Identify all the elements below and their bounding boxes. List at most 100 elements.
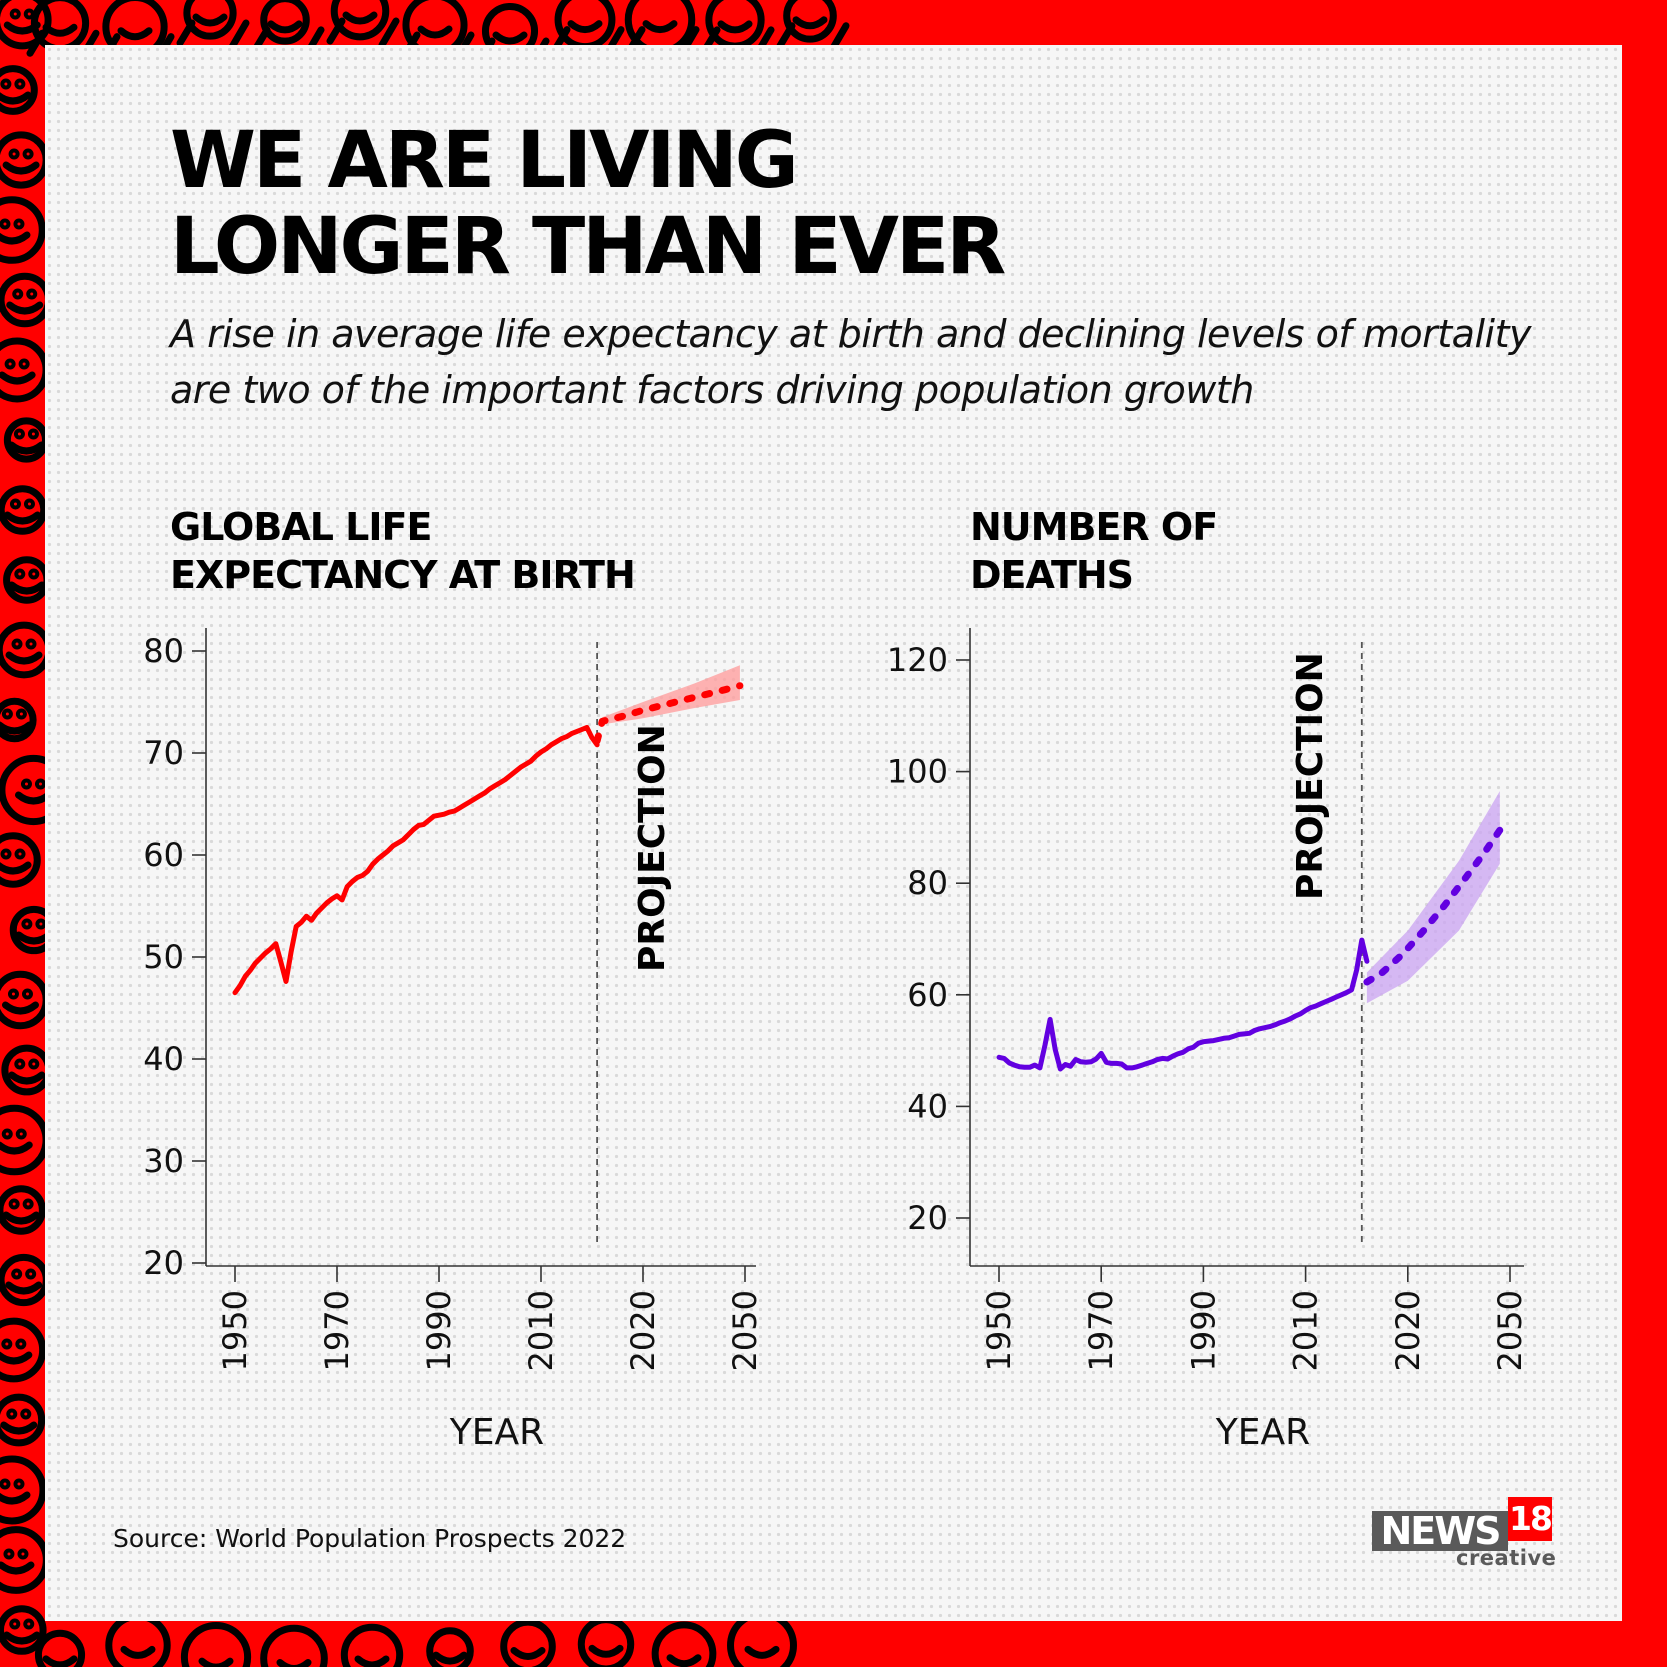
deaths-x-axis-label: YEAR — [1215, 1412, 1310, 1453]
deaths-data-point — [1161, 1056, 1165, 1060]
doodle-face — [0, 65, 38, 115]
life-x-tick-label: 1970 — [318, 1290, 356, 1371]
deaths-data-point — [1099, 1051, 1103, 1055]
life-y-tick-label: 20 — [143, 1244, 184, 1282]
doodle-eye — [15, 1128, 27, 1140]
doodle-eye — [22, 1198, 34, 1210]
deaths-data-point — [1207, 1039, 1211, 1043]
doodle-eye — [20, 1408, 32, 1420]
doodle-smile — [0, 231, 31, 245]
deaths-x-tick-label: 2010 — [1287, 1290, 1325, 1371]
deaths-data-point — [1115, 1061, 1119, 1065]
deaths-data-point — [1278, 1021, 1282, 1025]
doodle-eye — [11, 1268, 23, 1280]
doodle-smile — [744, 1645, 780, 1659]
deaths-data-point — [1247, 1031, 1251, 1035]
life-y-tick-label: 30 — [143, 1142, 184, 1180]
deaths-data-point — [1309, 1006, 1313, 1010]
doodle-smile — [354, 1655, 390, 1667]
deaths-data-point — [1186, 1047, 1190, 1051]
deaths-data-point — [1334, 995, 1338, 999]
doodle-eye — [26, 288, 38, 300]
deaths-data-point — [1084, 1060, 1088, 1064]
doodle-eye — [15, 708, 27, 720]
deaths-data-point — [1304, 1008, 1308, 1012]
doodle-face — [0, 1605, 47, 1655]
deaths-data-point — [1232, 1034, 1236, 1038]
doodle-smile — [0, 91, 32, 105]
deaths-data-point — [1355, 968, 1359, 972]
doodle-eye — [14, 848, 26, 860]
doodle-smile — [666, 1654, 702, 1667]
deaths-data-point — [1069, 1064, 1073, 1068]
doodle-smile — [42, 23, 78, 37]
doodle-smile — [5, 1281, 43, 1295]
life-x-axis-label: YEAR — [449, 1412, 544, 1453]
life-y-tick-label: 60 — [143, 836, 184, 874]
doodle-eye — [9, 1618, 21, 1630]
deaths-data-point — [1191, 1045, 1195, 1049]
content-panel — [45, 45, 1622, 1621]
deaths-data-point — [1176, 1052, 1180, 1056]
deaths-data-point — [1140, 1063, 1144, 1067]
deaths-data-point — [1109, 1061, 1113, 1065]
doodle-eye — [1, 1128, 13, 1140]
deaths-data-point — [1273, 1023, 1277, 1027]
deaths-data-point — [1104, 1060, 1108, 1064]
deaths-data-point — [1079, 1060, 1083, 1064]
doodle-face — [0, 1185, 46, 1235]
doodle-smile — [588, 1644, 624, 1658]
deaths-data-point — [1483, 851, 1487, 855]
doodle-eye — [34, 778, 46, 790]
doodle-smile — [432, 1651, 468, 1665]
doodle-stroke — [176, 19, 250, 51]
doodle-eye — [1, 1338, 13, 1350]
deaths-data-point — [1365, 959, 1369, 963]
deaths-data-point — [1196, 1041, 1200, 1045]
deaths-x-tick-label: 2020 — [1389, 1290, 1427, 1371]
deaths-estimate-line — [996, 937, 1370, 1072]
doodle-eye — [27, 428, 39, 440]
deaths-data-point — [1033, 1063, 1037, 1067]
deaths-data-point — [1145, 1061, 1149, 1065]
deaths-data-point — [1023, 1065, 1027, 1069]
doodle-eye — [28, 1058, 40, 1070]
deaths-x-tick-label: 2050 — [1491, 1290, 1529, 1371]
doodle-eye — [0, 218, 11, 230]
deaths-data-point — [1007, 1061, 1011, 1065]
deaths-data-point — [1058, 1067, 1062, 1071]
doodle-smile — [417, 25, 453, 39]
doodle-eye — [21, 988, 33, 1000]
doodle-eye — [9, 498, 21, 510]
doodle-smile — [0, 1421, 38, 1435]
doodle-eye — [7, 988, 19, 1000]
deaths-y-tick-label: 120 — [887, 641, 948, 679]
doodle-smile — [6, 301, 44, 315]
doodle-face — [260, 0, 310, 45]
doodle-smile — [492, 31, 528, 45]
doodle-face — [0, 697, 37, 743]
deaths-data-point — [1242, 1032, 1246, 1036]
doodle-smile — [192, 13, 228, 27]
doodle-eye — [20, 778, 32, 790]
deaths-data-point — [1268, 1025, 1272, 1029]
doodle-smile — [2, 1211, 40, 1225]
deaths-data-point — [1130, 1066, 1134, 1070]
doodle-eye — [15, 1338, 27, 1350]
doodle-eye — [4, 358, 16, 370]
doodle-smile — [792, 16, 828, 30]
doodle-smile — [0, 1351, 33, 1365]
deaths-data-point — [1498, 828, 1502, 832]
deaths-y-tick-label: 100 — [887, 753, 948, 791]
doodle-face — [0, 485, 48, 535]
doodle-face — [651, 1621, 717, 1667]
deaths-data-point — [1380, 971, 1384, 975]
deaths-data-point — [1094, 1057, 1098, 1061]
deaths-x-tick-label: 1970 — [1082, 1290, 1120, 1371]
deaths-data-point — [1181, 1050, 1185, 1054]
deaths-data-point — [1038, 1066, 1042, 1070]
chart-title-deaths: NUMBER OF DEATHS — [970, 505, 1218, 597]
life-x-tick-label: 1990 — [420, 1290, 458, 1371]
deaths-data-point — [1360, 938, 1364, 942]
